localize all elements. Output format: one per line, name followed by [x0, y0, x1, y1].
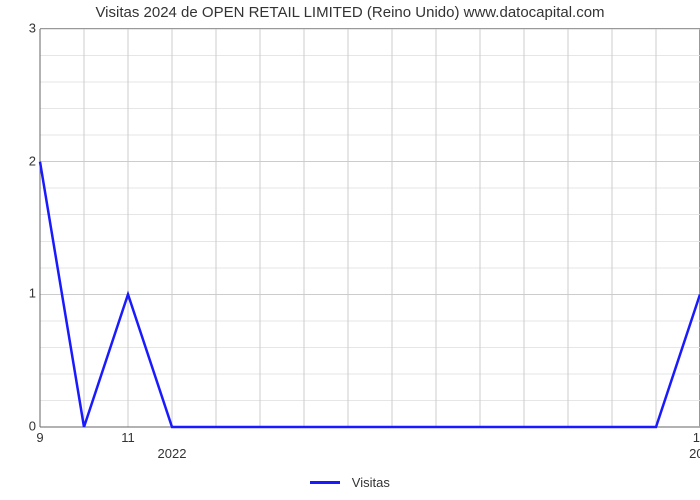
legend: Visitas	[0, 474, 700, 490]
y-tick-label: 0	[6, 419, 36, 434]
plot-area	[40, 28, 700, 426]
y-tick-label: 3	[6, 21, 36, 36]
legend-label: Visitas	[352, 475, 390, 490]
plot-svg	[40, 29, 700, 427]
y-tick-label: 1	[6, 286, 36, 301]
legend-swatch	[310, 481, 340, 484]
x-sub-label: 2022	[158, 446, 187, 461]
chart-title: Visitas 2024 de OPEN RETAIL LIMITED (Rei…	[0, 4, 700, 21]
y-tick-label: 2	[6, 153, 36, 168]
x-tick-label: 9	[36, 430, 43, 445]
x-tick-label: 11	[121, 430, 135, 445]
x-tick-label: 12	[693, 430, 700, 445]
x-sub-label: 202	[689, 446, 700, 461]
chart-container: Visitas 2024 de OPEN RETAIL LIMITED (Rei…	[0, 0, 700, 500]
